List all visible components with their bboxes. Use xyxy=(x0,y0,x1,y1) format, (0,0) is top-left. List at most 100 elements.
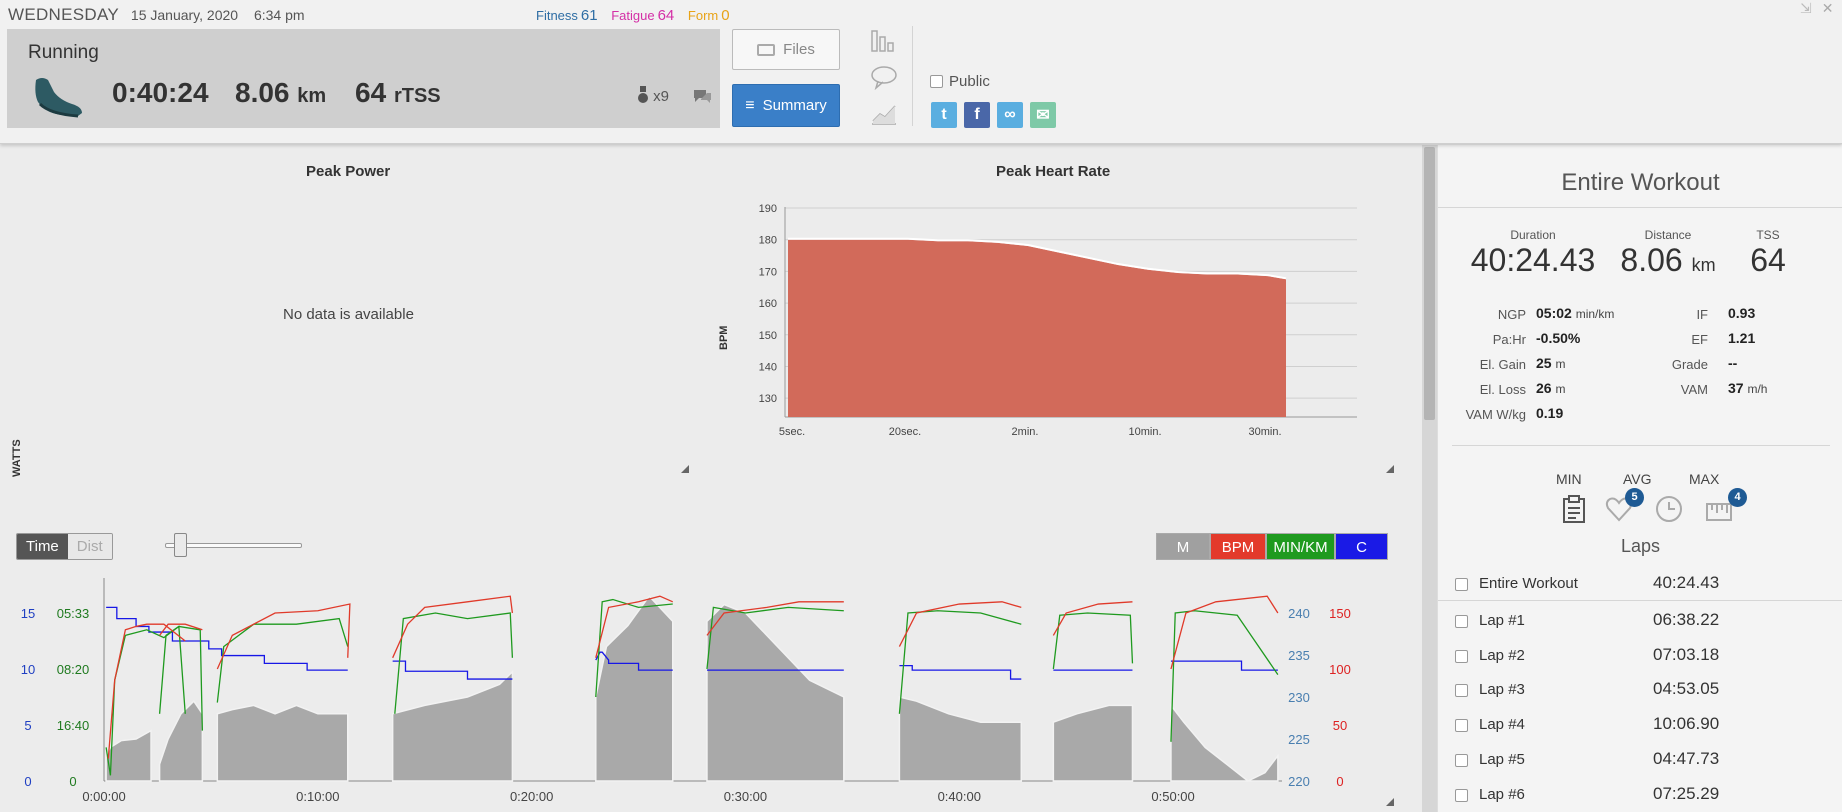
email-icon[interactable]: ✉ xyxy=(1030,102,1056,128)
lap-checkbox[interactable] xyxy=(1455,615,1468,628)
metric-label: El. Loss xyxy=(1479,382,1526,397)
lap-name: Lap #2 xyxy=(1479,646,1525,664)
metric-number: 05:02 xyxy=(1536,305,1572,321)
min-label[interactable]: MIN xyxy=(1556,471,1582,487)
lap-row[interactable]: Entire Workout 40:24.43 xyxy=(1438,567,1842,601)
tss-value: 64 xyxy=(1750,242,1786,278)
lap-row[interactable]: Lap #6 07:25.29 xyxy=(1438,778,1842,812)
metric-value: 0.93 xyxy=(1728,305,1755,321)
files-button[interactable]: Files xyxy=(732,29,840,70)
public-toggle[interactable]: Public xyxy=(930,73,990,90)
lap-checkbox[interactable] xyxy=(1455,649,1468,663)
series-m-area xyxy=(391,670,514,782)
metric-number: 0.19 xyxy=(1536,405,1564,421)
zoom-slider-handle[interactable] xyxy=(174,533,187,557)
lap-name: Entire Workout xyxy=(1479,575,1578,592)
max-label[interactable]: MAX xyxy=(1689,471,1720,487)
resize-handle-icon[interactable] xyxy=(1385,797,1395,807)
lap-name: Lap #5 xyxy=(1479,750,1525,768)
hr-x-tick: 2min. xyxy=(1012,426,1039,438)
lap-time: 06:38.22 xyxy=(1653,610,1720,629)
series-min-km-line xyxy=(1052,612,1134,670)
close-icon[interactable]: ✕ xyxy=(1821,0,1834,16)
series-c-line xyxy=(106,606,348,671)
lap-name: Lap #6 xyxy=(1479,785,1525,803)
summary-button[interactable]: ≡ Summary xyxy=(732,84,840,127)
series-m-area xyxy=(1052,704,1134,782)
zoom-slider-track[interactable] xyxy=(165,543,302,548)
time-x-tick: 0:10:00 xyxy=(296,789,339,804)
axis-bpm-tick: 50 xyxy=(1333,718,1347,733)
series-m-area xyxy=(216,704,349,782)
duration-stat: Duration 40:24.43 xyxy=(1468,228,1598,279)
series-bpm-line xyxy=(159,623,203,636)
fatigue-value: 64 xyxy=(657,7,675,24)
legend-button-bpm[interactable]: BPM xyxy=(1210,533,1266,560)
series-c-line xyxy=(1170,660,1278,671)
workout-time: 6:34 pm xyxy=(253,7,305,23)
public-label: Public xyxy=(949,73,990,90)
kudos-count[interactable]: x9 xyxy=(637,86,669,105)
comment-icon[interactable] xyxy=(692,88,712,104)
series-min-km-line xyxy=(158,625,204,731)
metric-value: 1.21 xyxy=(1728,330,1755,346)
lap-checkbox[interactable] xyxy=(1455,753,1468,767)
toggle-dist[interactable]: Dist xyxy=(67,534,112,559)
toggle-time[interactable]: Time xyxy=(17,534,68,559)
lap-checkbox[interactable] xyxy=(1455,684,1468,698)
facebook-icon[interactable]: f xyxy=(964,102,990,128)
series-min-km-line xyxy=(394,612,514,714)
lap-name: Lap #4 xyxy=(1479,716,1525,734)
metric-value: 25 m xyxy=(1536,355,1565,371)
collapse-icon[interactable]: ⇲ xyxy=(1800,0,1812,16)
series-min-km-line xyxy=(706,606,844,670)
fatigue-label: Fatigue xyxy=(611,8,655,23)
ruler-icon[interactable] xyxy=(1704,494,1734,524)
twitter-icon[interactable]: t xyxy=(931,102,957,128)
peak-power-title: Peak Power xyxy=(306,163,391,180)
distance-label: Distance xyxy=(1644,228,1692,242)
bar-chart-icon[interactable] xyxy=(870,28,898,54)
duration-label: Duration xyxy=(1510,228,1556,242)
lap-row[interactable]: Lap #2 07:03.18 xyxy=(1438,639,1842,673)
time-dist-toggle[interactable]: Time Dist xyxy=(16,533,113,560)
metric-number: 26 xyxy=(1536,380,1552,396)
summary-tss: 64 rTSS xyxy=(355,77,441,109)
legend-button-min-km[interactable]: MIN/KM xyxy=(1266,533,1335,560)
public-checkbox[interactable] xyxy=(930,75,943,88)
hr-y-tick: 150 xyxy=(759,330,777,342)
laps-divider xyxy=(1438,600,1842,601)
metric-number: 25 xyxy=(1536,355,1552,371)
speech-bubble-icon[interactable] xyxy=(870,64,898,90)
clock-icon[interactable] xyxy=(1654,494,1684,524)
lap-row[interactable]: Lap #5 04:47.73 xyxy=(1438,743,1842,777)
legend-button-m[interactable]: M xyxy=(1156,533,1210,560)
lap-checkbox[interactable] xyxy=(1455,788,1468,802)
resize-handle-icon[interactable] xyxy=(680,464,690,474)
axis-c-tick: 15 xyxy=(21,606,35,621)
distance-stat: Distance 8.06 km xyxy=(1608,228,1728,279)
hr-y-tick: 140 xyxy=(759,361,777,373)
legend-button-c[interactable]: C xyxy=(1335,533,1388,560)
lap-row[interactable]: Lap #3 04:53.05 xyxy=(1438,673,1842,707)
lap-checkbox[interactable] xyxy=(1455,578,1468,591)
metric-label: IF xyxy=(1696,307,1708,322)
avg-label[interactable]: AVG xyxy=(1623,471,1652,487)
axis-bpm-tick: 100 xyxy=(1329,662,1351,677)
hr-line xyxy=(788,237,1287,280)
series-m-area xyxy=(105,729,152,782)
metric-number: 0.93 xyxy=(1728,305,1756,321)
series-min-km-line xyxy=(595,598,673,698)
hr-y-label: BPM xyxy=(718,326,730,350)
clipboard-icon[interactable] xyxy=(1559,494,1589,524)
resize-handle-icon[interactable] xyxy=(1385,464,1395,474)
lap-checkbox[interactable] xyxy=(1455,719,1468,733)
series-m-area xyxy=(1170,703,1279,782)
lap-row[interactable]: Lap #1 06:38.22 xyxy=(1438,604,1842,638)
time-x-tick: 0:40:00 xyxy=(938,789,981,804)
line-chart-icon[interactable] xyxy=(870,100,898,126)
scrollbar-thumb[interactable] xyxy=(1424,147,1435,420)
axis-m-tick: 240 xyxy=(1288,606,1310,621)
lap-row[interactable]: Lap #4 10:06.90 xyxy=(1438,708,1842,742)
link-icon[interactable]: ∞ xyxy=(997,102,1023,128)
